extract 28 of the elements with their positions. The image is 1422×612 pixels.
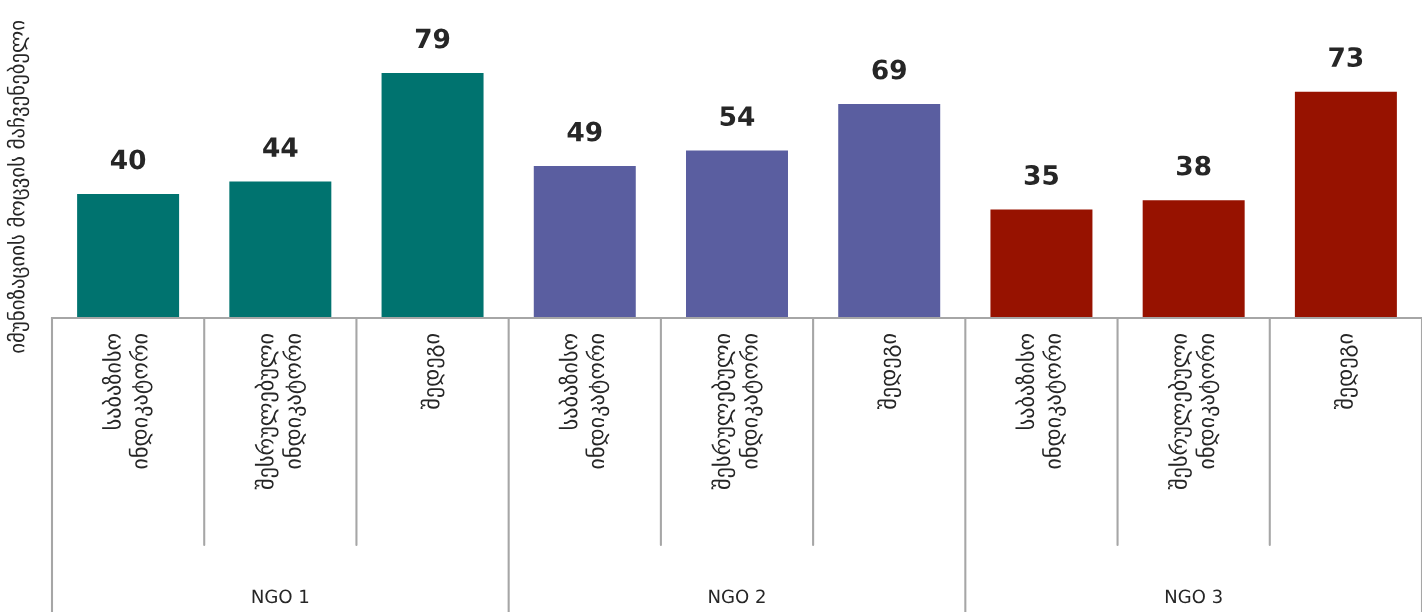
text: NGO 2 bbox=[709, 589, 765, 604]
data-label: 54 bbox=[720, 106, 755, 126]
x-tick-label: საბაზისო ინდიკატორი bbox=[1015, 334, 1066, 469]
data-label: 73 bbox=[1329, 47, 1363, 68]
data-label: 44 bbox=[263, 137, 298, 157]
bar bbox=[77, 193, 180, 318]
data-label: 35 bbox=[1024, 164, 1058, 185]
bar bbox=[838, 104, 941, 318]
bar bbox=[533, 166, 636, 318]
x-tick-label: შედეგი bbox=[1333, 334, 1358, 410]
bar bbox=[990, 209, 1093, 318]
x-tick-label: საბაზისო ინდიკატორი bbox=[558, 334, 610, 469]
data-label: 49 bbox=[567, 121, 602, 142]
bar bbox=[686, 150, 788, 318]
text: NGO 1 bbox=[252, 589, 309, 604]
bar bbox=[1294, 91, 1397, 318]
data-label: 69 bbox=[872, 59, 906, 80]
data-label: 79 bbox=[415, 28, 450, 49]
bar bbox=[381, 73, 484, 318]
data-label: 38 bbox=[1177, 155, 1211, 176]
x-tick-label: შედეგი bbox=[877, 334, 902, 410]
bar bbox=[1142, 200, 1245, 318]
data-label: 40 bbox=[110, 149, 146, 170]
text: NGO 3 bbox=[1165, 589, 1222, 604]
y-axis-title: იმუნიზაციის მოცვის მაჩვენებელი bbox=[6, 21, 30, 353]
x-tick-label: საბაზისო ინდიკატორი bbox=[101, 334, 153, 469]
x-tick-label: შედეგი bbox=[420, 334, 445, 410]
bar bbox=[229, 181, 332, 318]
